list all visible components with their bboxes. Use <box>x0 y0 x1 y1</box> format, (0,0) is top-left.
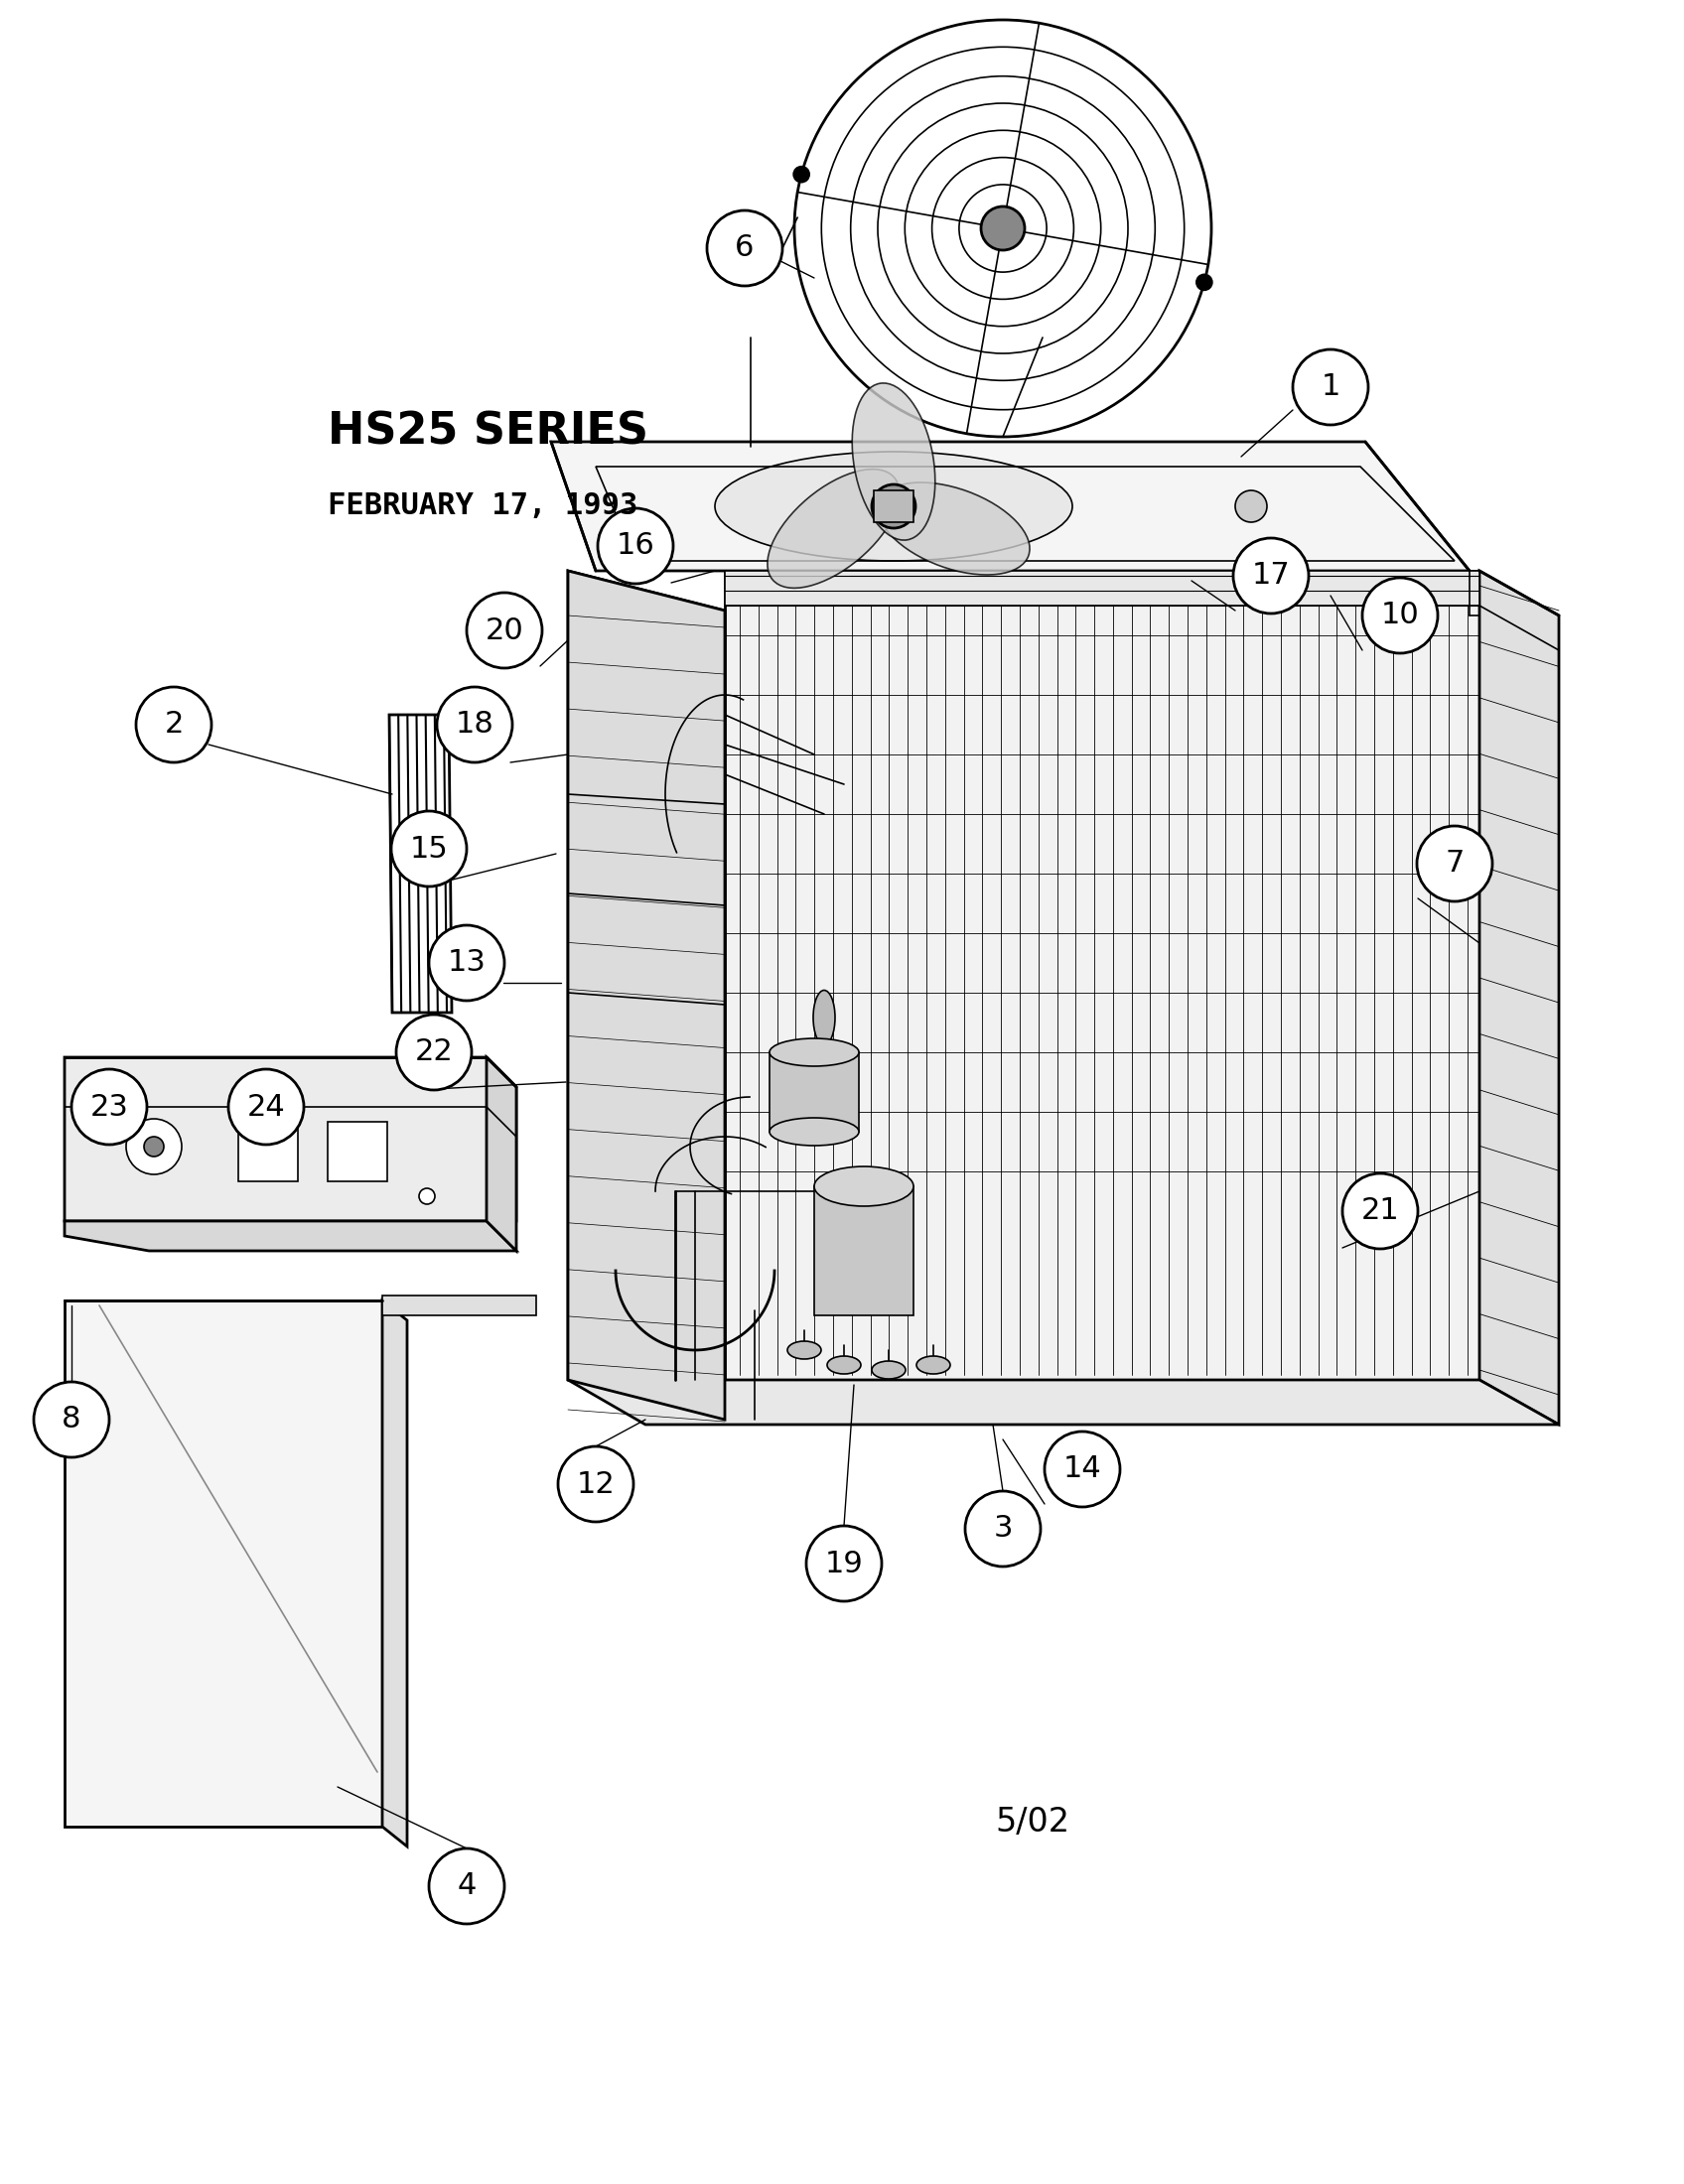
Polygon shape <box>487 1057 517 1251</box>
Circle shape <box>436 688 512 762</box>
Circle shape <box>1196 275 1212 290</box>
Text: 1: 1 <box>1320 373 1340 402</box>
Ellipse shape <box>852 382 935 539</box>
Circle shape <box>557 1446 633 1522</box>
Text: 15: 15 <box>409 834 448 863</box>
Text: 13: 13 <box>448 948 487 978</box>
Ellipse shape <box>813 989 835 1044</box>
Text: 18: 18 <box>455 710 493 738</box>
Circle shape <box>71 1070 147 1144</box>
Ellipse shape <box>770 1037 859 1066</box>
Circle shape <box>1233 537 1308 614</box>
Text: 12: 12 <box>576 1470 615 1498</box>
Polygon shape <box>568 1380 1559 1424</box>
Circle shape <box>1234 491 1266 522</box>
Circle shape <box>965 1492 1041 1566</box>
Text: 23: 23 <box>89 1092 128 1120</box>
Circle shape <box>136 688 212 762</box>
Text: 16: 16 <box>616 531 655 561</box>
Polygon shape <box>64 1057 517 1221</box>
Text: 17: 17 <box>1251 561 1290 590</box>
Ellipse shape <box>770 1118 859 1147</box>
Circle shape <box>598 509 674 583</box>
Polygon shape <box>64 1299 382 1826</box>
Text: 5/02: 5/02 <box>995 1806 1069 1839</box>
Circle shape <box>707 210 783 286</box>
Text: 10: 10 <box>1381 601 1420 629</box>
Polygon shape <box>770 1053 859 1131</box>
Circle shape <box>1362 579 1438 653</box>
Polygon shape <box>568 570 724 1420</box>
Polygon shape <box>813 1186 913 1315</box>
Polygon shape <box>328 1123 387 1182</box>
Text: 8: 8 <box>62 1404 81 1435</box>
FancyBboxPatch shape <box>874 491 913 522</box>
Circle shape <box>466 592 542 668</box>
Ellipse shape <box>813 1166 913 1206</box>
Ellipse shape <box>788 1341 822 1358</box>
Text: 2: 2 <box>163 710 184 738</box>
Text: 21: 21 <box>1361 1197 1399 1225</box>
Circle shape <box>807 1527 882 1601</box>
Text: 7: 7 <box>1445 850 1465 878</box>
Circle shape <box>793 166 810 181</box>
Polygon shape <box>1480 570 1559 1424</box>
Circle shape <box>1293 349 1367 426</box>
Polygon shape <box>382 1295 536 1315</box>
Text: 3: 3 <box>994 1514 1012 1544</box>
Circle shape <box>1044 1431 1120 1507</box>
Circle shape <box>429 926 505 1000</box>
Text: 19: 19 <box>825 1548 864 1577</box>
Ellipse shape <box>872 1361 906 1378</box>
Text: 4: 4 <box>456 1872 477 1900</box>
Text: FEBRUARY 17, 1993: FEBRUARY 17, 1993 <box>328 491 638 520</box>
Text: 6: 6 <box>736 234 754 262</box>
Text: HS25 SERIES: HS25 SERIES <box>328 411 648 454</box>
Circle shape <box>34 1382 109 1457</box>
Polygon shape <box>239 1123 298 1182</box>
Circle shape <box>396 1016 472 1090</box>
Circle shape <box>143 1136 163 1158</box>
Circle shape <box>419 1188 434 1203</box>
Polygon shape <box>64 1221 517 1251</box>
Ellipse shape <box>768 470 899 587</box>
Circle shape <box>126 1118 182 1175</box>
Polygon shape <box>724 570 1480 1380</box>
Text: 20: 20 <box>485 616 524 644</box>
Text: 22: 22 <box>414 1037 453 1066</box>
Circle shape <box>1342 1173 1418 1249</box>
Circle shape <box>429 1848 505 1924</box>
Polygon shape <box>382 1299 408 1845</box>
Polygon shape <box>551 441 1470 570</box>
Ellipse shape <box>877 483 1029 574</box>
Ellipse shape <box>916 1356 950 1374</box>
Circle shape <box>1416 826 1492 902</box>
Circle shape <box>391 810 466 887</box>
Circle shape <box>872 485 916 529</box>
Circle shape <box>229 1070 303 1144</box>
Polygon shape <box>568 570 724 1420</box>
Ellipse shape <box>716 452 1073 561</box>
Circle shape <box>982 207 1024 251</box>
Text: 14: 14 <box>1063 1455 1101 1483</box>
Text: 24: 24 <box>248 1092 285 1120</box>
Polygon shape <box>724 570 1480 605</box>
Ellipse shape <box>827 1356 861 1374</box>
